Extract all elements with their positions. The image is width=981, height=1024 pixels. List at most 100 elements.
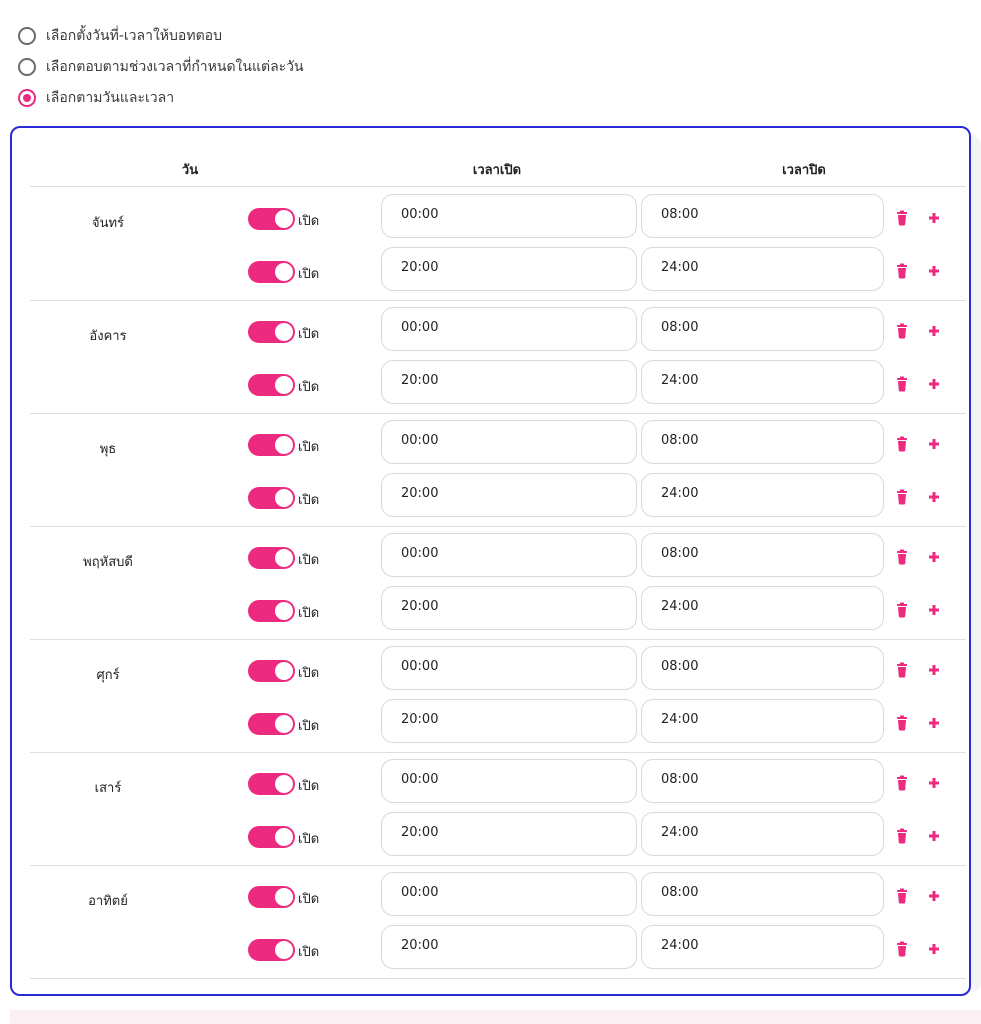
close-time-input[interactable]: 08:00 xyxy=(641,759,884,803)
day-group: อาทิตย์ เปิด 00:00 08:00 เปิด 20:00 24:00 xyxy=(30,866,966,979)
time-slot-row: เปิด 20:00 24:00 xyxy=(30,360,966,406)
open-time-input[interactable]: 20:00 xyxy=(381,699,637,743)
close-time-input[interactable]: 24:00 xyxy=(641,360,884,404)
trash-icon[interactable] xyxy=(894,662,910,678)
plus-icon[interactable] xyxy=(926,941,942,957)
radio-button-selected-icon[interactable] xyxy=(18,88,36,107)
plus-icon[interactable] xyxy=(926,775,942,791)
close-time-input[interactable]: 08:00 xyxy=(641,872,884,916)
enable-toggle[interactable] xyxy=(248,939,295,961)
toggle-label: เปิด xyxy=(298,553,320,568)
open-time-input[interactable]: 00:00 xyxy=(381,420,637,464)
enable-toggle[interactable] xyxy=(248,261,295,283)
open-time-input[interactable]: 00:00 xyxy=(381,872,637,916)
toggle-knob xyxy=(275,549,293,567)
plus-icon[interactable] xyxy=(926,489,942,505)
plus-icon[interactable] xyxy=(926,888,942,904)
enable-toggle[interactable] xyxy=(248,547,295,569)
open-time-input[interactable]: 20:00 xyxy=(381,247,637,291)
trash-icon[interactable] xyxy=(894,715,910,731)
header-day: วัน xyxy=(181,163,199,178)
close-time-input[interactable]: 08:00 xyxy=(641,194,884,238)
open-time-input[interactable]: 20:00 xyxy=(381,925,637,969)
plus-icon[interactable] xyxy=(926,436,942,452)
time-slot-row: เปิด 00:00 08:00 xyxy=(30,872,966,918)
trash-icon[interactable] xyxy=(894,941,910,957)
plus-icon[interactable] xyxy=(926,323,942,339)
plus-icon[interactable] xyxy=(926,549,942,565)
open-time-input[interactable]: 00:00 xyxy=(381,646,637,690)
enable-toggle[interactable] xyxy=(248,434,295,456)
plus-icon[interactable] xyxy=(926,662,942,678)
radio-label: เลือกตั้งวันที่-เวลาให้บอทตอบ xyxy=(46,27,222,44)
radio-option-day-and-time[interactable]: เลือกตามวันและเวลา xyxy=(18,82,304,113)
enable-toggle[interactable] xyxy=(248,374,295,396)
enable-toggle[interactable] xyxy=(248,886,295,908)
toggle-label: เปิด xyxy=(298,327,320,342)
trash-icon[interactable] xyxy=(894,549,910,565)
toggle-label: เปิด xyxy=(298,832,320,847)
close-time-input[interactable]: 08:00 xyxy=(641,646,884,690)
close-time-input[interactable]: 24:00 xyxy=(641,812,884,856)
toggle-knob xyxy=(275,436,293,454)
plus-icon[interactable] xyxy=(926,602,942,618)
trash-icon[interactable] xyxy=(894,323,910,339)
day-name: พฤหัสบดี xyxy=(83,555,133,570)
plus-icon[interactable] xyxy=(926,828,942,844)
enable-toggle[interactable] xyxy=(248,713,295,735)
enable-toggle[interactable] xyxy=(248,773,295,795)
trash-icon[interactable] xyxy=(894,263,910,279)
trash-icon[interactable] xyxy=(894,602,910,618)
open-time-input[interactable]: 00:00 xyxy=(381,307,637,351)
trash-icon[interactable] xyxy=(894,436,910,452)
close-time-input[interactable]: 24:00 xyxy=(641,699,884,743)
enable-toggle[interactable] xyxy=(248,600,295,622)
open-time-input[interactable]: 20:00 xyxy=(381,360,637,404)
time-slot-row: เปิด 00:00 08:00 xyxy=(30,420,966,466)
trash-icon[interactable] xyxy=(894,775,910,791)
radio-button-icon[interactable] xyxy=(18,26,36,45)
open-time-input[interactable]: 20:00 xyxy=(381,586,637,630)
day-name: พุธ xyxy=(99,442,117,457)
plus-icon[interactable] xyxy=(926,715,942,731)
open-time-input[interactable]: 00:00 xyxy=(381,759,637,803)
open-time-input[interactable]: 00:00 xyxy=(381,194,637,238)
toggle-knob xyxy=(275,323,293,341)
plus-icon[interactable] xyxy=(926,376,942,392)
day-group: ศุกร์ เปิด 00:00 08:00 เปิด 20:00 24:00 xyxy=(30,640,966,753)
close-time-input[interactable]: 24:00 xyxy=(641,925,884,969)
open-time-input[interactable]: 20:00 xyxy=(381,812,637,856)
footer-strip xyxy=(10,1010,981,1024)
enable-toggle[interactable] xyxy=(248,321,295,343)
day-group: พฤหัสบดี เปิด 00:00 08:00 เปิด 20:00 24:00 xyxy=(30,527,966,640)
enable-toggle[interactable] xyxy=(248,487,295,509)
enable-toggle[interactable] xyxy=(248,826,295,848)
plus-icon[interactable] xyxy=(926,263,942,279)
time-slot-row: เปิด 20:00 24:00 xyxy=(30,586,966,632)
trash-icon[interactable] xyxy=(894,888,910,904)
enable-toggle[interactable] xyxy=(248,660,295,682)
close-time-input[interactable]: 08:00 xyxy=(641,420,884,464)
trash-icon[interactable] xyxy=(894,210,910,226)
time-slot-row: เปิด 20:00 24:00 xyxy=(30,247,966,293)
toggle-label: เปิด xyxy=(298,945,320,960)
plus-icon[interactable] xyxy=(926,210,942,226)
open-time-input[interactable]: 00:00 xyxy=(381,533,637,577)
header-close-time: เวลาปิด xyxy=(782,163,826,178)
open-time-input[interactable]: 20:00 xyxy=(381,473,637,517)
close-time-input[interactable]: 08:00 xyxy=(641,533,884,577)
day-name: จันทร์ xyxy=(91,216,125,231)
trash-icon[interactable] xyxy=(894,489,910,505)
toggle-label: เปิด xyxy=(298,779,320,794)
close-time-input[interactable]: 08:00 xyxy=(641,307,884,351)
close-time-input[interactable]: 24:00 xyxy=(641,586,884,630)
radio-button-icon[interactable] xyxy=(18,57,36,76)
toggle-knob xyxy=(275,376,293,394)
trash-icon[interactable] xyxy=(894,828,910,844)
radio-option-date-time[interactable]: เลือกตั้งวันที่-เวลาให้บอทตอบ xyxy=(18,20,304,51)
close-time-input[interactable]: 24:00 xyxy=(641,247,884,291)
enable-toggle[interactable] xyxy=(248,208,295,230)
radio-option-daily-range[interactable]: เลือกตอบตามช่วงเวลาที่กำหนดในแต่ละวัน xyxy=(18,51,304,82)
close-time-input[interactable]: 24:00 xyxy=(641,473,884,517)
trash-icon[interactable] xyxy=(894,376,910,392)
